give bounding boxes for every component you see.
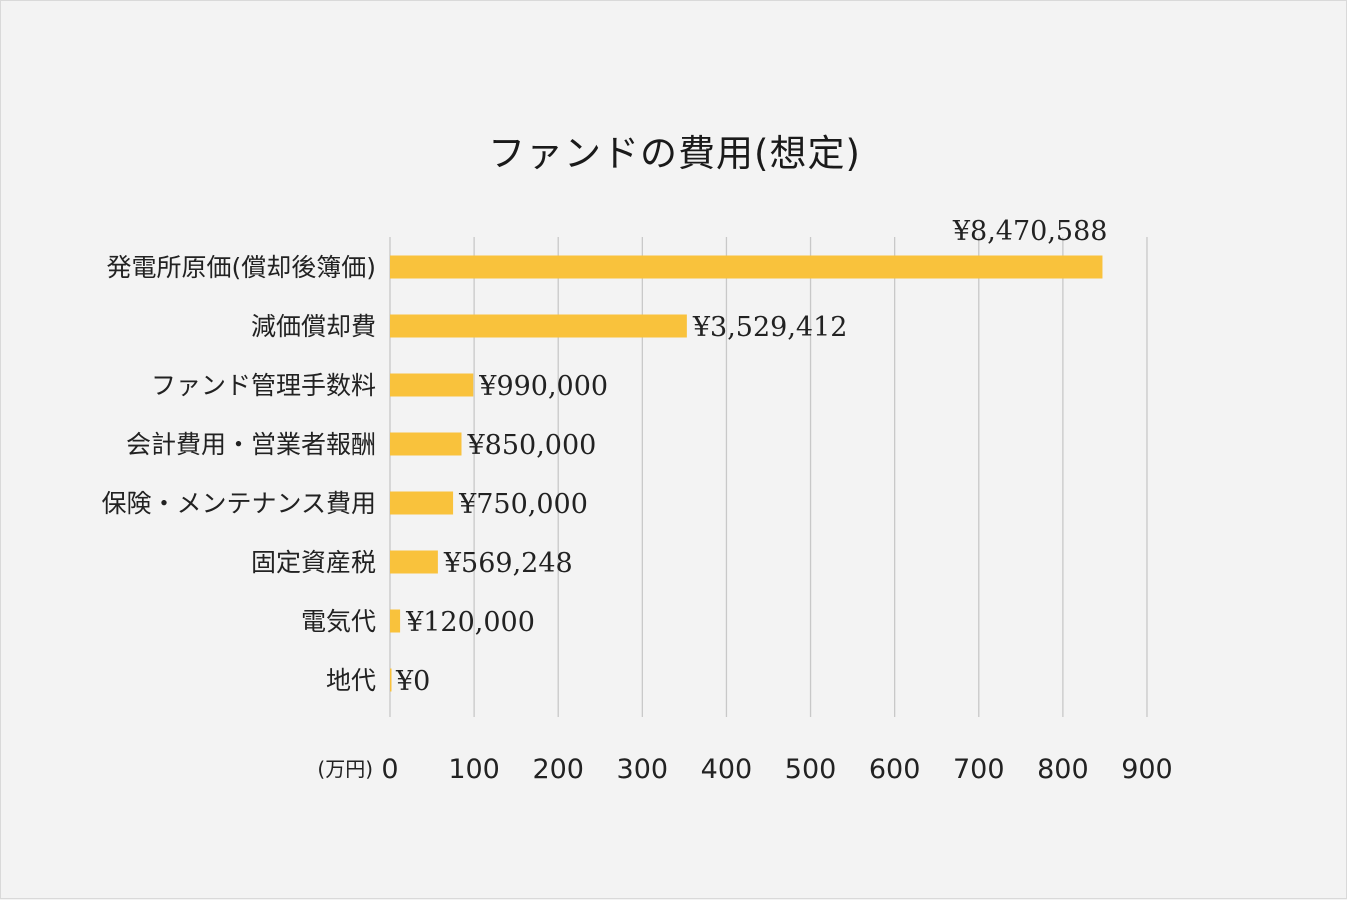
x-tick-label: 800 xyxy=(1037,754,1089,785)
x-axis-unit-label: (万円) xyxy=(317,757,373,781)
x-tick-label: 200 xyxy=(532,754,584,785)
x-tick-label: 400 xyxy=(701,754,753,785)
chart-title: ファンドの費用(想定) xyxy=(488,132,861,175)
x-tick-label: 500 xyxy=(785,754,837,785)
data-label: ¥850,000 xyxy=(466,430,596,461)
x-tick-label: 900 xyxy=(1121,754,1173,785)
bar xyxy=(390,491,454,515)
category-label: 会計費用・営業者報酬 xyxy=(126,430,376,459)
gridlines xyxy=(389,237,1148,717)
category-label: 地代 xyxy=(326,666,376,695)
value-labels: ¥8,470,588 ¥3,529,412 ¥990,000 ¥850,000 ¥750… xyxy=(395,216,1107,697)
data-label: ¥3,529,412 xyxy=(692,312,848,343)
x-tick-label: 100 xyxy=(448,754,500,785)
bar xyxy=(390,255,1103,279)
data-label: ¥0 xyxy=(395,666,430,697)
x-tick-label: 700 xyxy=(953,754,1005,785)
bar xyxy=(390,373,474,397)
x-axis-ticks: 0 100 200 300 400 500 600 700 800 900 xyxy=(381,754,1172,785)
x-tick-label: 300 xyxy=(617,754,669,785)
data-label: ¥750,000 xyxy=(458,489,588,520)
category-label: 減価償却費 xyxy=(251,312,376,341)
category-label: 発電所原価(償却後簿価) xyxy=(106,253,376,282)
category-label: 保険・メンテナンス費用 xyxy=(101,489,376,518)
data-label: ¥120,000 xyxy=(405,607,535,638)
bar xyxy=(390,550,438,574)
x-tick-label: 0 xyxy=(381,754,398,785)
category-label: 電気代 xyxy=(301,607,376,636)
bar xyxy=(390,432,462,456)
bar xyxy=(390,609,401,633)
data-label: ¥8,470,588 xyxy=(952,216,1108,247)
category-labels: 発電所原価(償却後簿価) 減価償却費ファンド管理手数料会計費用・営業者報酬保険・メ… xyxy=(101,253,376,695)
data-label: ¥990,000 xyxy=(478,371,608,402)
data-label: ¥569,248 xyxy=(443,548,573,579)
bar xyxy=(390,668,392,692)
x-tick-label: 600 xyxy=(869,754,921,785)
category-label: ファンド管理手数料 xyxy=(151,371,376,400)
bars xyxy=(390,255,1103,692)
bar xyxy=(390,314,687,338)
category-label: 固定資産税 xyxy=(251,548,376,577)
